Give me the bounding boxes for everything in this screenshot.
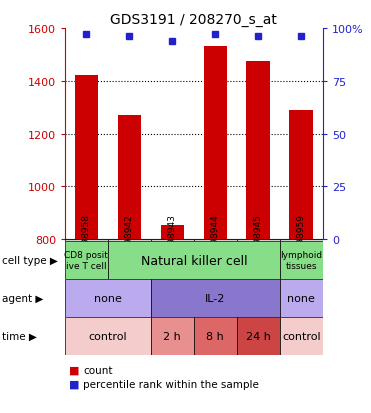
Text: ■: ■ — [69, 379, 79, 389]
Text: lymphoid
tissues: lymphoid tissues — [280, 251, 322, 270]
Text: cell type ▶: cell type ▶ — [2, 256, 58, 266]
Bar — [75, 76, 98, 240]
Text: ■: ■ — [69, 365, 79, 375]
Bar — [280, 240, 323, 242]
Text: CD8 posit
ive T cell: CD8 posit ive T cell — [65, 251, 108, 270]
Bar — [204, 47, 227, 240]
Text: percentile rank within the sample: percentile rank within the sample — [83, 379, 259, 389]
Text: IL-2: IL-2 — [205, 293, 226, 304]
Bar — [108, 242, 280, 280]
Bar — [151, 317, 194, 355]
Bar — [108, 240, 151, 242]
Bar — [161, 225, 184, 240]
Text: 8 h: 8 h — [206, 331, 224, 341]
Title: GDS3191 / 208270_s_at: GDS3191 / 208270_s_at — [111, 12, 277, 26]
Bar — [237, 240, 280, 242]
Text: 2 h: 2 h — [164, 331, 181, 341]
Bar — [280, 280, 323, 317]
Text: count: count — [83, 365, 113, 375]
Text: GSM198942: GSM198942 — [125, 213, 134, 268]
Bar — [246, 62, 270, 240]
Bar — [118, 116, 141, 240]
Bar — [237, 317, 280, 355]
Text: GSM198944: GSM198944 — [211, 213, 220, 268]
Bar — [65, 280, 151, 317]
Text: agent ▶: agent ▶ — [2, 293, 43, 304]
Bar — [194, 240, 237, 242]
Text: GSM198958: GSM198958 — [82, 213, 91, 268]
Text: GSM198943: GSM198943 — [168, 213, 177, 268]
Bar — [194, 317, 237, 355]
Text: time ▶: time ▶ — [2, 331, 37, 341]
Text: 24 h: 24 h — [246, 331, 271, 341]
Bar — [65, 317, 151, 355]
Bar — [289, 111, 313, 240]
Bar — [65, 240, 108, 242]
Bar — [280, 242, 323, 280]
Bar — [65, 242, 108, 280]
Text: GSM198945: GSM198945 — [254, 213, 263, 268]
Text: control: control — [282, 331, 321, 341]
Text: control: control — [89, 331, 127, 341]
Text: Natural killer cell: Natural killer cell — [141, 254, 247, 267]
Text: none: none — [288, 293, 315, 304]
Bar — [280, 317, 323, 355]
Text: GSM198959: GSM198959 — [297, 213, 306, 268]
Bar — [151, 280, 280, 317]
Bar — [151, 240, 194, 242]
Text: none: none — [94, 293, 122, 304]
